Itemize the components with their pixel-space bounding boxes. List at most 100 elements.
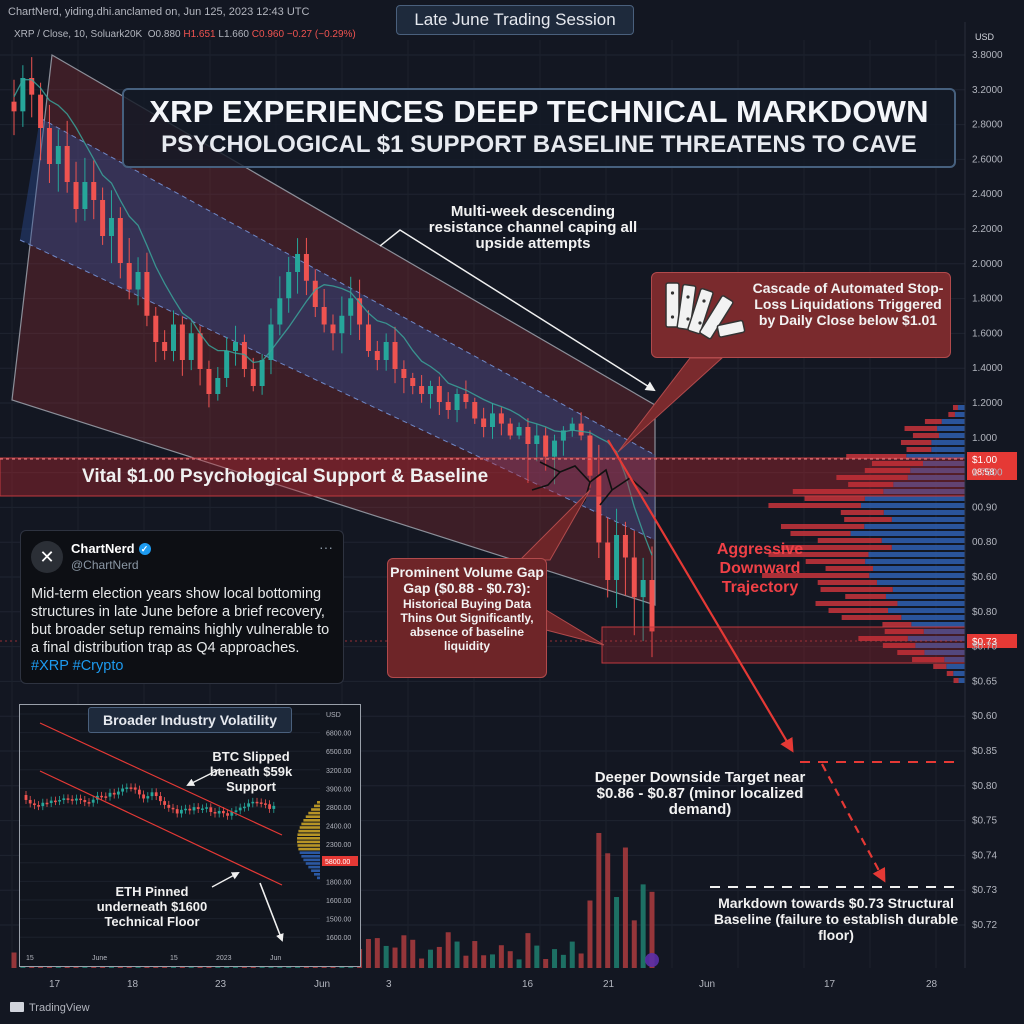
- tradingview-footer[interactable]: TradingView: [10, 1002, 90, 1014]
- candle-body: [108, 218, 114, 236]
- inset-profile-bar: [308, 865, 320, 869]
- candle-body: [73, 182, 79, 209]
- inset-trendlines: [39, 722, 284, 942]
- profile-bar-red: [933, 664, 947, 669]
- profile-bar-red: [836, 475, 908, 480]
- candle-body: [171, 324, 176, 351]
- time-tick-label: 23: [215, 979, 227, 990]
- inset-profile-bar: [301, 855, 320, 858]
- inset-profile-bar: [314, 804, 320, 808]
- price-tag-time: 08:58: [972, 467, 995, 477]
- inset-time-tick: June: [92, 955, 107, 962]
- price-tick-label: 2.2000: [972, 224, 1003, 235]
- tradingview-brand: TradingView: [29, 1002, 90, 1014]
- price-tick-label: 1.6000: [972, 328, 1003, 339]
- profile-bar-red: [780, 524, 865, 529]
- inset-btc-arrow: [186, 768, 221, 786]
- symbol-line[interactable]: XRP / Close, 10, Soluark20K O0.880 H1.65…: [14, 29, 356, 40]
- inset-candle-body: [188, 808, 192, 811]
- price-tick-label: 2.4000: [972, 189, 1003, 200]
- inset-candle-body: [226, 813, 229, 816]
- price-tick-label: $0.60: [972, 711, 997, 722]
- btc-note: BTC Slipped beneath $59k Support: [209, 749, 293, 794]
- profile-bar-blue: [885, 594, 965, 599]
- inset-candle-body: [58, 800, 61, 802]
- inset-candle-body: [243, 806, 246, 809]
- eth-note: ETH Pinned underneath $1600 Technical Fl…: [96, 884, 208, 929]
- inset-candle-body: [230, 812, 234, 816]
- candle-body: [427, 386, 433, 394]
- ohlc-change: −0.27 (−0.29%): [286, 29, 356, 40]
- volume-bar: [498, 945, 504, 968]
- profile-bar-blue: [892, 587, 965, 592]
- inset-candle-body: [222, 810, 225, 814]
- candle-body: [481, 418, 487, 427]
- candle-body: [401, 369, 407, 378]
- tweet-card[interactable]: ✕ ChartNerd ✓ @ChartNerd ··· Mid-term ele…: [20, 530, 344, 684]
- inset-price-tick: 1600.00: [326, 935, 351, 942]
- candle-body: [100, 200, 106, 236]
- volume-bar: [534, 945, 540, 968]
- profile-bar-blue: [883, 510, 965, 515]
- candle-body: [472, 402, 478, 419]
- candle-body: [144, 272, 150, 316]
- candle-body: [365, 324, 371, 351]
- inset-candle-body: [175, 809, 179, 814]
- candle-body: [463, 394, 469, 402]
- volume-bar: [11, 952, 17, 968]
- profile-bar-blue: [869, 573, 965, 578]
- moving-average: [13, 79, 653, 556]
- profile-bar-blue: [876, 580, 965, 585]
- tweet-text: Mid-term election years show local botto…: [31, 586, 330, 656]
- inset-upper-trendline: [39, 722, 283, 836]
- inset-candle-body: [171, 807, 175, 810]
- inset-candle-body: [125, 787, 129, 789]
- inset-profile-bar: [305, 862, 320, 865]
- price-tick-label: $0.80: [972, 607, 997, 618]
- candle-body: [64, 146, 70, 182]
- candle-body: [587, 435, 593, 476]
- more-options-icon[interactable]: ···: [319, 539, 333, 555]
- inset-candle-body: [209, 807, 213, 812]
- tweet-author-name: ChartNerd: [71, 541, 135, 556]
- inset-candle-body: [247, 803, 250, 807]
- inset-time-tick: 15: [26, 955, 34, 962]
- inset-title: Broader Industry Volatility: [88, 707, 292, 733]
- price-tick-label: $0.74: [972, 850, 997, 861]
- inset-lower-trendline: [39, 770, 283, 886]
- volume-bar: [490, 954, 495, 968]
- candle-body: [605, 542, 611, 580]
- price-tick-label: 1.8000: [972, 294, 1003, 305]
- candle-body: [534, 435, 540, 444]
- inset-candle-body: [272, 805, 276, 809]
- tweet-hashtags[interactable]: #XRP #Crypto: [31, 658, 124, 674]
- time-tick-label: 28: [926, 979, 938, 990]
- volume-bar: [427, 949, 433, 968]
- candle-body: [445, 402, 451, 410]
- candle-body: [277, 298, 283, 325]
- inset-candle-body: [146, 796, 150, 799]
- inset-candle-body: [33, 803, 36, 806]
- profile-bar-red: [846, 454, 907, 459]
- profile-bar-red: [882, 643, 916, 648]
- price-tick-label: $0.72: [972, 920, 997, 931]
- candle-body: [631, 557, 637, 598]
- volume-bar: [463, 955, 469, 968]
- inset-time-tick: 15: [170, 955, 178, 962]
- profile-bar-red: [805, 559, 866, 564]
- candle-body: [392, 342, 398, 369]
- time-tick-label: Jun: [314, 979, 330, 990]
- inset-profile-bar: [317, 801, 320, 804]
- profile-bar-red: [924, 419, 942, 424]
- tweet-author[interactable]: ChartNerd ✓: [71, 541, 151, 556]
- volume-bar: [569, 941, 575, 968]
- time-tick-label: 17: [824, 979, 836, 990]
- inset-profile-bar: [303, 819, 320, 822]
- candle-body: [614, 535, 620, 580]
- profile-bar-blue: [893, 482, 965, 487]
- profile-bar-blue: [860, 503, 965, 508]
- inset-candle-body: [196, 807, 200, 809]
- inset-candle-body: [180, 809, 183, 814]
- candle-body: [543, 435, 549, 457]
- profile-bar-red: [825, 566, 874, 571]
